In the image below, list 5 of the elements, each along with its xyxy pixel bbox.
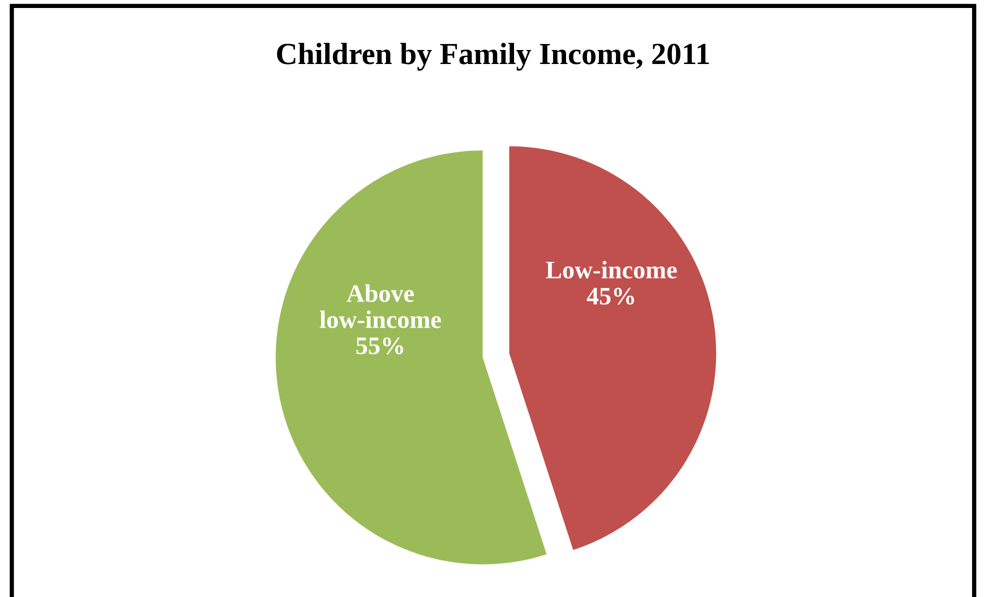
- chart-title: Children by Family Income, 2011: [277, 42, 709, 71]
- data-label: 45%: [586, 288, 634, 305]
- slice-label: Low-income: [546, 260, 677, 278]
- slice-label: Above low-income: [320, 284, 441, 328]
- data-label: 55%: [356, 337, 404, 354]
